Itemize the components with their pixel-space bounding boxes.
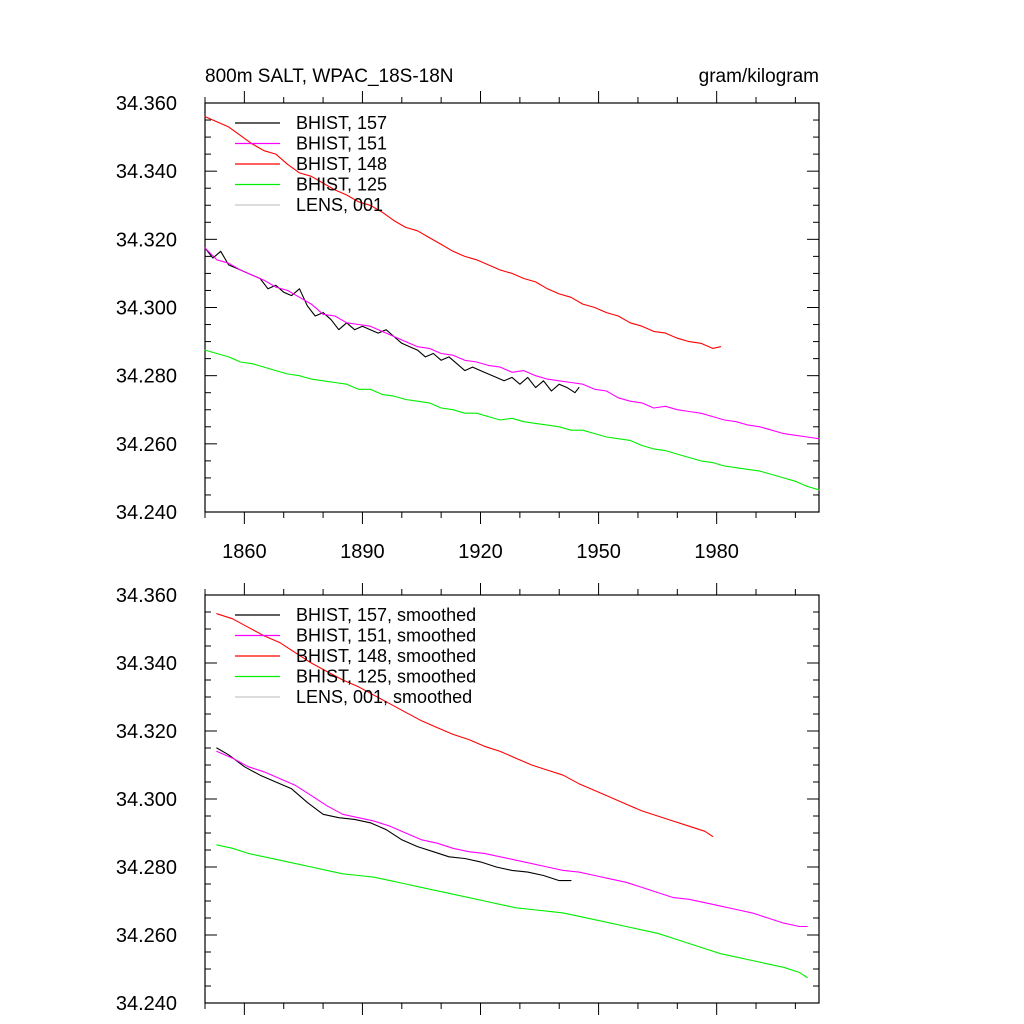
- y-tick-label: 34.320: [116, 229, 177, 251]
- chart-title: 800m SALT, WPAC_18S-18N: [205, 66, 454, 87]
- y-tick-label: 34.240: [116, 502, 177, 524]
- x-tick-label: 1890: [340, 541, 385, 563]
- y-tick-label: 34.280: [116, 857, 177, 879]
- y-tick-label: 34.260: [116, 434, 177, 456]
- y-tick-label: 34.300: [116, 789, 177, 811]
- y-tick-label: 34.260: [116, 925, 177, 947]
- x-tick-label: 1920: [458, 541, 503, 563]
- legend-label: BHIST, 148, smoothed: [296, 646, 476, 666]
- chart-panel-1: 34.240 34.260 34.280 34.300 34.320 34.340 34.3…: [116, 66, 820, 563]
- y-tick-label: 34.360: [116, 93, 177, 115]
- y-tick-label: 34.300: [116, 298, 177, 320]
- legend-label: BHIST, 157: [296, 113, 387, 133]
- y-tick-label: 34.360: [116, 585, 177, 607]
- y-tick-label: 34.340: [116, 161, 177, 183]
- series-line-3: [216, 613, 714, 837]
- series-line-4: [204, 349, 820, 491]
- legend-label: BHIST, 125, smoothed: [296, 667, 476, 687]
- chart-units: gram/kilogram: [699, 66, 819, 87]
- y-tick-label: 34.320: [116, 721, 177, 743]
- x-tick-label: 1860: [222, 541, 267, 563]
- y-tick-label: 34.340: [116, 653, 177, 675]
- series-line-4: [216, 844, 808, 979]
- chart-panel-2: 34.240 34.260 34.280 34.300 34.320 34.340 34.3…: [116, 583, 820, 1015]
- series-line-2: [204, 247, 820, 440]
- legend-label: LENS, 001: [296, 195, 383, 215]
- legend-label: BHIST, 157, smoothed: [296, 605, 476, 625]
- legend-label: BHIST, 148: [296, 154, 387, 174]
- x-tick-label: 1950: [576, 541, 621, 563]
- y-tick-label: 34.280: [116, 366, 177, 388]
- legend-label: LENS, 001, smoothed: [296, 687, 472, 707]
- series-line-3: [204, 116, 722, 349]
- series-line-1: [216, 747, 572, 882]
- y-tick-label: 34.240: [116, 993, 177, 1015]
- legend-label: BHIST, 151: [296, 134, 387, 154]
- series-line-2: [216, 750, 808, 928]
- legend-label: BHIST, 151, smoothed: [296, 626, 476, 646]
- legend-label: BHIST, 125: [296, 175, 387, 195]
- x-tick-label: 1980: [694, 541, 739, 563]
